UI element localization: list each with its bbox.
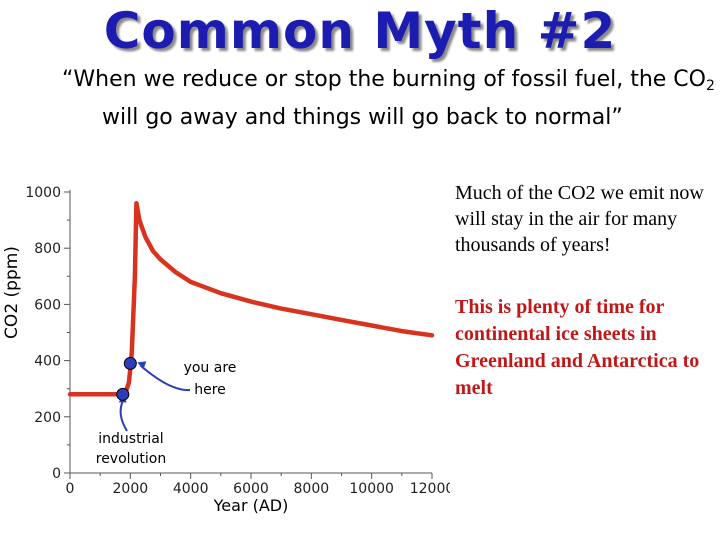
x-axis-label: Year (AD)	[213, 496, 289, 515]
industrial-revolution-marker	[116, 387, 130, 401]
you-are-here-marker	[123, 356, 137, 370]
y-tick-label: 400	[34, 354, 61, 370]
you-are-here-line-1: you are	[184, 360, 237, 376]
y-tick-label: 1000	[25, 185, 61, 201]
x-tick-label: 0	[66, 481, 75, 497]
y-tick-label: 800	[34, 241, 61, 257]
co2-series-line	[67, 200, 435, 397]
y-axis-label: CO2 (ppm)	[2, 246, 22, 339]
x-tick-label: 8000	[294, 481, 330, 497]
x-tick-label: 6000	[233, 481, 269, 497]
industrial-revolution-label: industrial revolution	[96, 431, 167, 467]
myth-quote: “When we reduce or stop the burning of f…	[62, 64, 720, 134]
x-tick-label: 4000	[173, 481, 209, 497]
chart-annotations: you are here industrial revolution	[96, 356, 237, 467]
y-tick-label: 600	[34, 297, 61, 313]
industrial-revolution-arrow	[119, 400, 128, 432]
industrial-revolution-line-1: industrial	[98, 431, 163, 447]
industrial-revolution-line-2: revolution	[96, 451, 167, 467]
co2-persistence-note: Much of the CO2 we emit now will stay in…	[455, 182, 704, 256]
you-are-here-line-2: here	[194, 382, 226, 398]
x-tick-label: 12000	[410, 481, 450, 497]
x-tick-label: 10000	[349, 481, 394, 497]
you-are-here-arrowhead	[137, 361, 147, 370]
quote-part-2: will go away and things will go back to …	[102, 105, 623, 130]
ice-sheet-note: This is plenty of time for continental i…	[455, 296, 700, 399]
y-tick-label: 0	[52, 466, 61, 482]
quote-part-1: “When we reduce or stop the burning of f…	[62, 67, 706, 92]
y-tick-label: 200	[34, 410, 61, 426]
quote-subscript: 2	[705, 78, 715, 94]
you-are-here-arrow	[139, 364, 191, 392]
slide-title: Common Myth #2	[103, 2, 617, 60]
x-tick-label: 2000	[113, 481, 149, 497]
you-are-here-label: you are here	[184, 360, 237, 398]
